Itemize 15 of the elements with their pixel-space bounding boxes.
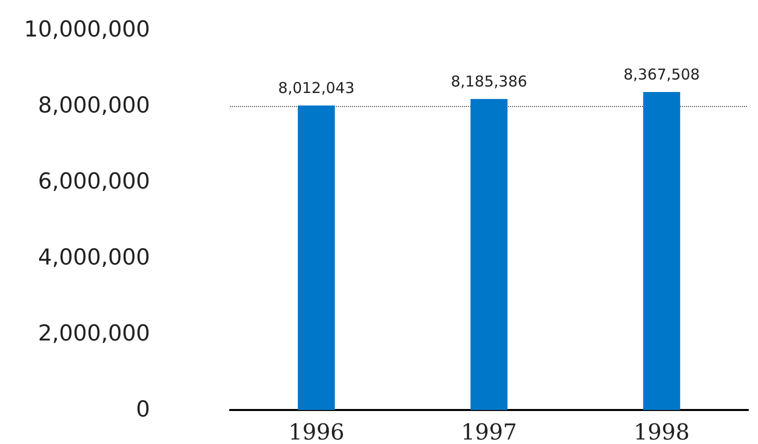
y-tick-label: 8,000,000: [38, 94, 150, 118]
bar: [298, 106, 335, 410]
y-tick-label: 6,000,000: [38, 170, 150, 194]
bar: [470, 98, 508, 410]
data-label: 8,367,508: [623, 66, 700, 84]
data-label: 8,012,043: [278, 79, 355, 98]
x-tick-label: 1997: [461, 420, 517, 444]
y-tick-label: 4,000,000: [38, 246, 150, 270]
y-tick-label: 10,000,000: [24, 18, 150, 42]
bar: [643, 92, 680, 410]
data-label: 8,185,386: [450, 72, 528, 90]
x-tick-label: 1998: [634, 420, 690, 444]
x-tick-label: 1996: [288, 420, 344, 444]
y-tick-label: 2,000,000: [38, 322, 150, 346]
y-tick-label: 0: [136, 398, 150, 422]
